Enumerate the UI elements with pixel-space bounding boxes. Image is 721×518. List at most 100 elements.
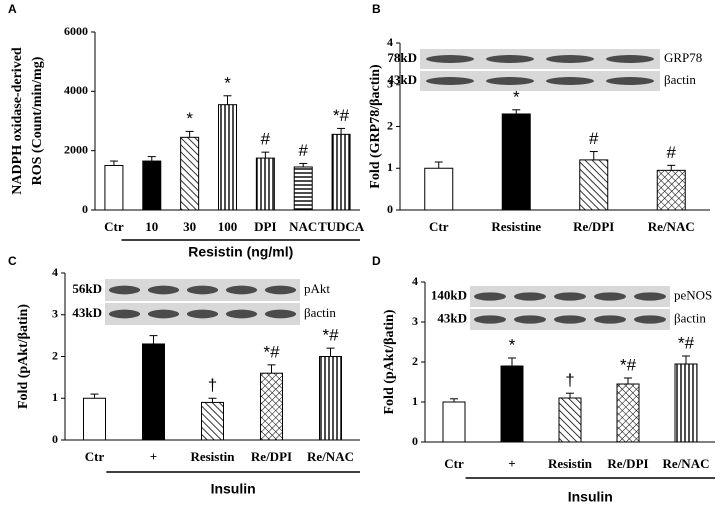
group-label: Insulin — [211, 481, 256, 497]
panel-letter: C — [8, 254, 17, 268]
bar — [201, 401, 224, 441]
blot-band — [486, 55, 534, 63]
blot-band — [147, 285, 180, 295]
blot-band — [186, 285, 219, 295]
bar — [656, 169, 686, 211]
bar — [500, 365, 524, 443]
blot-band — [225, 309, 258, 319]
blot-band — [606, 55, 654, 63]
blot-band — [426, 55, 474, 63]
significance-mark: # — [667, 143, 677, 162]
band-protein: βactin — [664, 72, 696, 87]
y-tick-label: 4000 — [64, 83, 88, 97]
significance-mark: * — [186, 109, 193, 128]
y-tick-label: 0 — [412, 434, 418, 448]
y-tick-label: 4 — [412, 274, 418, 288]
blot-band — [147, 309, 180, 319]
group-label: Insulin — [568, 489, 613, 505]
bar — [180, 136, 200, 211]
bar — [293, 166, 313, 211]
band-size: 43kD — [387, 72, 417, 87]
y-tick-label: 4 — [52, 265, 58, 279]
bar — [104, 165, 124, 211]
x-tick-label: Re/DPI — [573, 219, 614, 234]
y-tick-label: 1 — [387, 160, 393, 174]
bar — [501, 113, 531, 211]
blot-band — [634, 315, 666, 324]
significance-mark: * — [509, 335, 516, 354]
bar — [674, 363, 698, 443]
x-tick-label: Re/NAC — [307, 449, 354, 464]
x-tick-label: + — [508, 456, 515, 471]
blot-band — [594, 315, 626, 324]
blot-band — [186, 309, 219, 319]
y-tick-label: 2 — [52, 348, 58, 362]
blot-band — [474, 315, 506, 324]
y-axis-label: ROS (Count/min/mg) — [30, 56, 45, 185]
y-tick-label: 3 — [412, 314, 418, 328]
significance-mark: * — [224, 73, 231, 92]
y-tick-label: 3 — [387, 77, 393, 91]
significance-mark: # — [298, 141, 308, 160]
blot-band — [514, 292, 546, 301]
significance-mark: *# — [620, 355, 637, 374]
y-tick-label: 6000 — [64, 24, 88, 38]
significance-mark: # — [261, 130, 271, 149]
y-tick-label: 3 — [52, 307, 58, 321]
blot-band — [546, 55, 594, 63]
blot-band — [634, 292, 666, 301]
significance-mark: # — [589, 129, 599, 148]
x-tick-label: Resistine — [491, 219, 541, 234]
band-size: 43kD — [72, 305, 102, 320]
blot-band — [546, 77, 594, 85]
x-tick-label: Re/NAC — [663, 456, 710, 471]
bar — [83, 397, 106, 441]
x-tick-label: 30 — [183, 219, 196, 234]
significance-mark: *# — [333, 106, 350, 125]
blot-band — [264, 309, 297, 319]
x-tick-label: 100 — [218, 219, 238, 234]
blot-band — [108, 309, 141, 319]
panel-letter: D — [372, 254, 381, 268]
band-size: 56kD — [72, 281, 102, 296]
blot-band — [486, 77, 534, 85]
bar — [142, 343, 165, 441]
bar — [331, 133, 351, 211]
band-protein: pAkt — [304, 281, 330, 296]
x-tick-label: Resistin — [190, 449, 235, 464]
band-protein: peNOS — [674, 287, 712, 302]
x-tick-label: Resistin — [548, 456, 593, 471]
y-tick-label: 0 — [387, 202, 393, 216]
y-tick-label: 0 — [52, 432, 58, 446]
y-tick-label: 2000 — [64, 142, 88, 156]
x-tick-label: TUDCA — [318, 219, 365, 234]
x-tick-label: Re/NAC — [648, 219, 695, 234]
bar — [255, 157, 275, 211]
x-tick-label: Ctr — [429, 219, 449, 234]
x-tick-label: Ctr — [85, 449, 105, 464]
blot-band — [426, 77, 474, 85]
group-label: Resistin (ng/ml) — [188, 244, 293, 260]
y-tick-label: 4 — [387, 35, 393, 49]
bar — [558, 397, 582, 443]
bar — [218, 104, 237, 211]
significance-mark: *# — [263, 342, 280, 361]
band-size: 78kD — [387, 50, 417, 65]
y-tick-label: 2 — [387, 118, 393, 132]
significance-mark: † — [565, 371, 574, 390]
blot-strip — [420, 71, 660, 91]
y-axis-label: NADPH oxidase-derived — [10, 47, 25, 195]
bar — [319, 356, 342, 441]
y-axis-label: Fold (pAkt/βatin) — [382, 309, 397, 414]
significance-mark: *# — [322, 326, 339, 345]
bar — [579, 159, 609, 211]
band-protein: βactin — [304, 305, 336, 320]
x-tick-label: NAC — [289, 219, 317, 234]
blot-band — [225, 285, 258, 295]
blot-band — [264, 285, 297, 295]
blot-band — [514, 315, 546, 324]
x-tick-label: Ctr — [444, 456, 464, 471]
x-tick-label: Re/DPI — [607, 456, 648, 471]
blot-band — [474, 292, 506, 301]
